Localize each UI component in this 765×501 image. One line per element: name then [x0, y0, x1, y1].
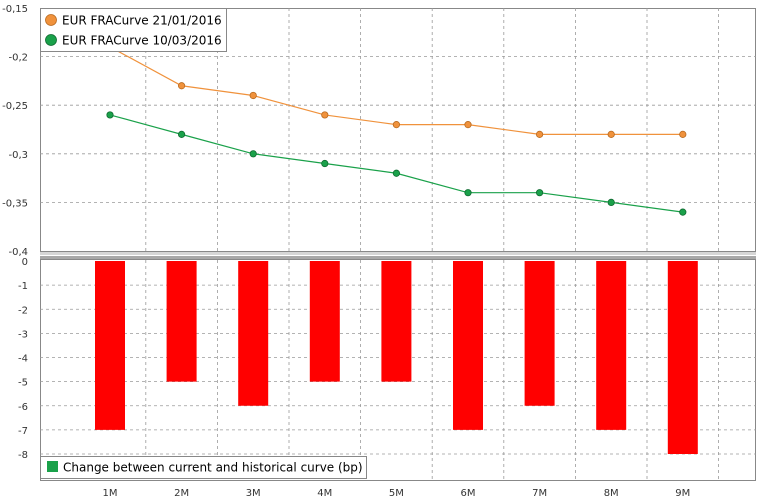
y-tick-label: 0: [22, 257, 28, 268]
x-tick-label: 4M: [317, 488, 332, 499]
data-point: [178, 82, 186, 90]
legend-label: Change between current and historical cu…: [63, 461, 363, 475]
data-point: [535, 130, 544, 138]
legend-marker-green: [45, 34, 57, 46]
y-tick-label: -0,2: [8, 53, 28, 64]
data-point: [679, 130, 687, 138]
bar: [524, 261, 555, 406]
bar: [667, 261, 698, 454]
data-point: [392, 121, 400, 129]
bar-chart-grid: [40, 260, 756, 480]
y-tick-label: -6: [18, 402, 28, 413]
x-tick-label: 1M: [103, 488, 118, 499]
data-point: [535, 189, 544, 197]
line-chart-legend: EUR FRACurve 21/01/2016 EUR FRACurve 10/…: [40, 8, 227, 52]
data-point: [464, 189, 472, 197]
data-point: [106, 111, 114, 119]
y-tick-label: -2: [18, 305, 28, 316]
data-point: [249, 150, 257, 158]
bar: [309, 261, 340, 382]
x-tick-label: 3M: [246, 488, 261, 499]
y-tick-label: -7: [18, 426, 28, 437]
x-axis: 1M 2M 3M 4M 5M 6M 7M 8M 9M: [103, 488, 691, 499]
bar: [453, 261, 483, 430]
legend-marker-orange: [45, 14, 57, 26]
pane-splitter[interactable]: [40, 252, 756, 259]
bar-chart-legend: Change between current and historical cu…: [40, 456, 367, 479]
data-point: [607, 130, 615, 138]
data-point: [321, 159, 329, 168]
y-tick-label: -3: [18, 329, 28, 340]
y-tick-label: -1: [18, 281, 28, 292]
bar: [238, 261, 269, 406]
data-point: [392, 169, 400, 177]
y-tick-label: -0,15: [2, 4, 28, 15]
x-tick-label: 5M: [389, 488, 404, 499]
bar: [381, 261, 412, 382]
legend-label: EUR FRACurve 10/03/2016: [62, 34, 222, 48]
line-chart-y-axis: -0,15 -0,2 -0,25 -0,3 -0,35 -0,4: [2, 4, 28, 258]
y-tick-label: -0,3: [8, 150, 28, 161]
y-tick-label: -0,35: [2, 198, 28, 209]
x-tick-label: 7M: [532, 488, 547, 499]
bar: [596, 261, 627, 430]
data-point: [321, 111, 329, 119]
y-tick-label: -0,4: [8, 247, 28, 258]
data-point: [679, 208, 687, 216]
data-point: [249, 91, 257, 100]
bar-chart-bars: [95, 261, 698, 454]
y-tick-label: -8: [18, 450, 28, 461]
bar: [166, 261, 197, 382]
x-tick-label: 8M: [604, 488, 619, 499]
x-tick-label: 2M: [174, 488, 189, 499]
legend-marker-green-square: [47, 461, 58, 472]
x-tick-label: 9M: [675, 488, 690, 499]
data-point: [464, 121, 472, 129]
y-tick-label: -4: [18, 354, 28, 365]
bar: [95, 261, 125, 430]
x-tick-label: 6M: [461, 488, 476, 499]
legend-label: EUR FRACurve 21/01/2016: [62, 14, 222, 28]
bar-chart-y-axis: 0 -1 -2 -3 -4 -5 -6 -7 -8: [18, 257, 28, 461]
y-tick-label: -5: [18, 378, 28, 389]
y-tick-label: -0,25: [2, 101, 28, 112]
data-point: [607, 198, 615, 206]
data-point: [178, 130, 186, 138]
